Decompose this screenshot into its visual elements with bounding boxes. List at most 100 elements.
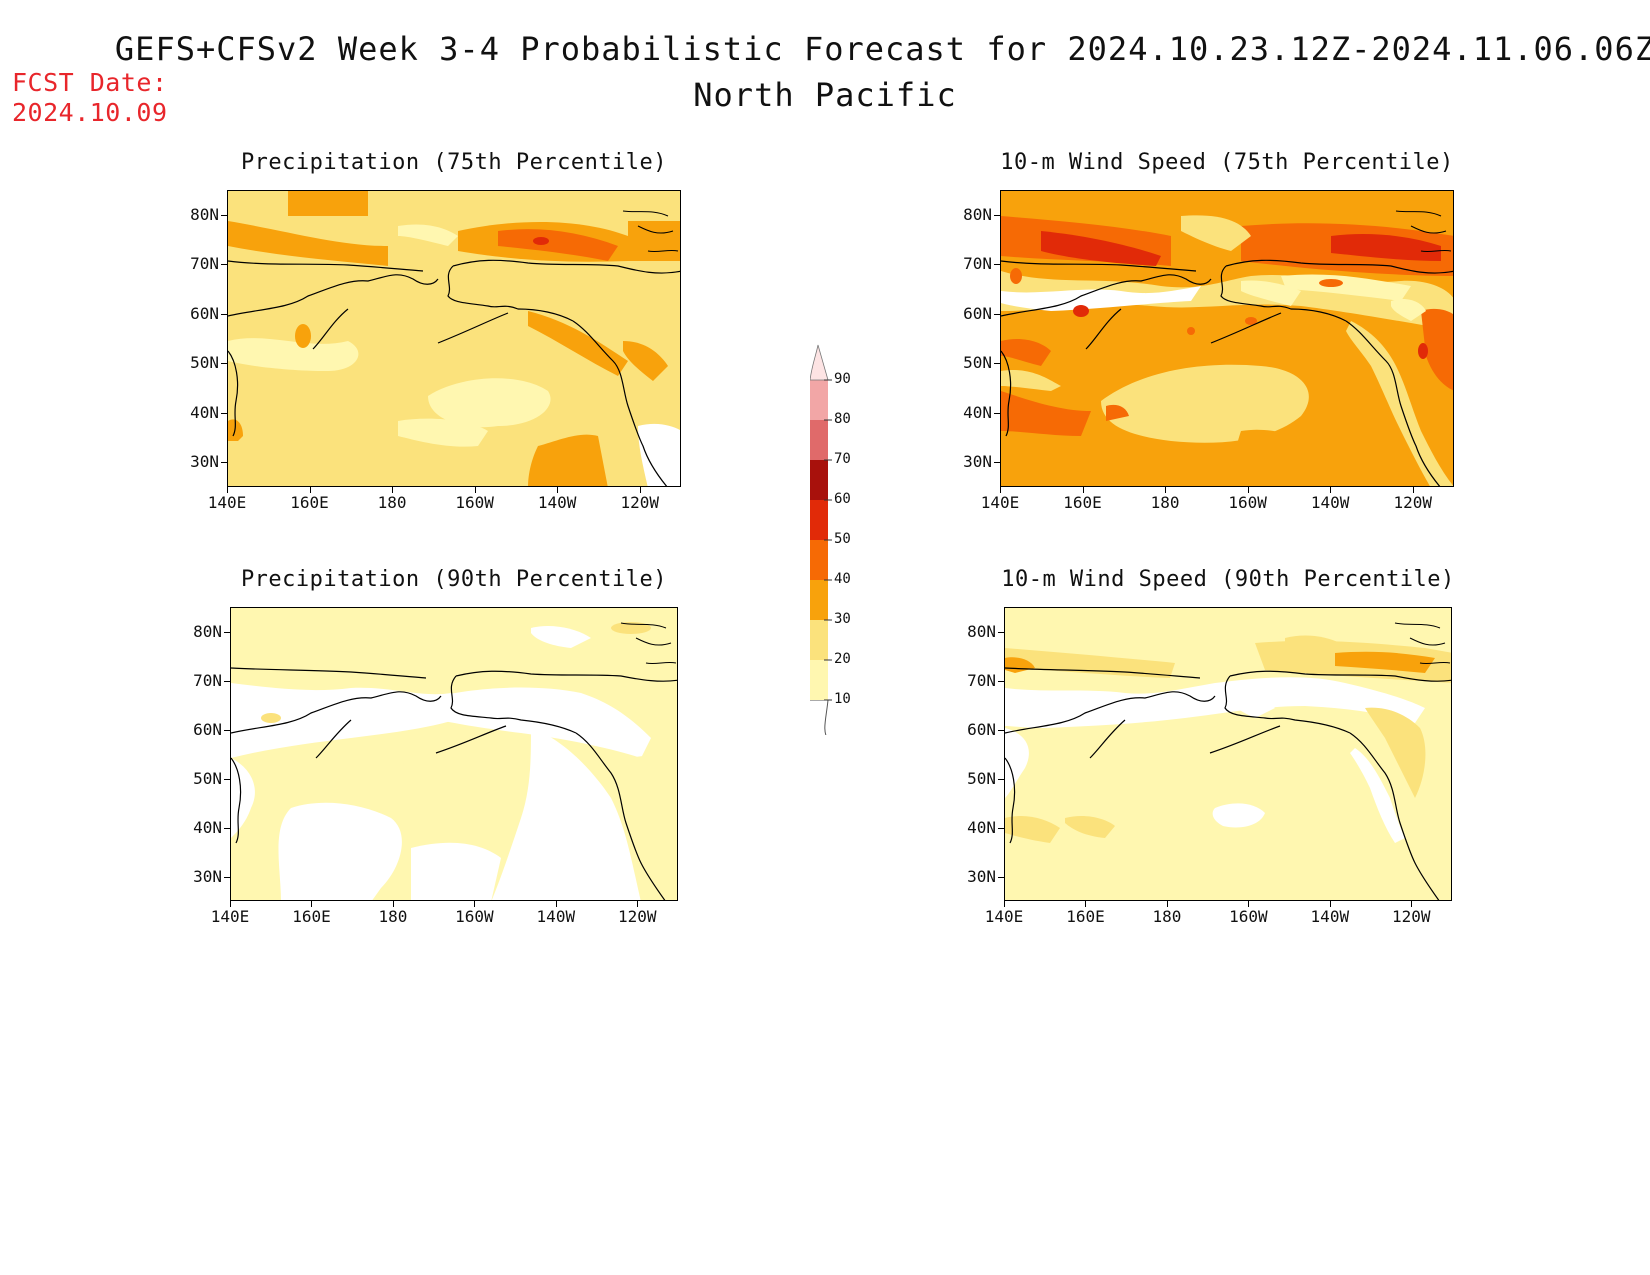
lon-tick-label: 160E <box>1063 493 1102 512</box>
lon-tick-label: 160W <box>455 907 494 926</box>
lon-tick-label: 160W <box>1229 907 1268 926</box>
lat-tick-label: 80N <box>193 621 222 641</box>
colorbar-swatch <box>810 540 828 580</box>
lat-tick <box>221 313 227 315</box>
lon-tick <box>639 487 641 493</box>
lat-tick <box>994 462 1000 464</box>
colorbar-swatch <box>810 500 828 540</box>
lat-tick-label: 80N <box>190 204 219 224</box>
colorbar <box>810 344 832 735</box>
lat-tick <box>998 876 1004 878</box>
lon-tick-label: 160W <box>1228 493 1267 512</box>
lat-tick-label: 30N <box>193 866 222 886</box>
panel-wind-speed-90th: 10-m Wind Speed (90th Percentile) <box>1001 567 1454 901</box>
lat-tick <box>224 778 230 780</box>
contour-field <box>231 608 677 900</box>
map-precipitation-75th <box>227 190 681 487</box>
lon-tick <box>557 487 559 493</box>
lat-tick-label: 80N <box>963 204 992 224</box>
lat-tick-label: 40N <box>190 402 219 422</box>
lat-tick <box>221 264 227 266</box>
lon-tick <box>1000 487 1001 493</box>
lon-tick-label: 160E <box>1066 907 1105 926</box>
panel-wind-speed-75th: 10-m Wind Speed (75th Percentile) <box>1000 150 1454 487</box>
colorbar-level-label: 70 <box>834 451 851 467</box>
lat-tick <box>221 363 227 365</box>
colorbar-swatch <box>810 380 828 420</box>
lon-tick <box>311 901 313 907</box>
forecast-date-value: 2024.10.09 <box>12 98 168 127</box>
lon-tick <box>1085 901 1087 907</box>
lon-tick-label: 180 <box>1150 493 1180 512</box>
lon-tick <box>1166 901 1168 907</box>
map-wind-speed-75th <box>1000 190 1454 487</box>
lat-tick-label: 70N <box>193 670 222 690</box>
lat-tick <box>994 313 1000 315</box>
contour-field <box>1001 191 1453 486</box>
panel-precipitation-90th: Precipitation (90th Percentile) <box>230 567 678 901</box>
lat-tick <box>224 729 230 731</box>
forecast-date-label: FCST Date: <box>12 68 168 97</box>
lon-tick <box>1411 901 1413 907</box>
lon-tick-label: 140W <box>536 907 576 926</box>
lat-tick-label: 30N <box>963 452 992 472</box>
lon-tick <box>392 901 394 907</box>
lon-tick-label: 120W <box>1393 493 1432 512</box>
lat-tick-label: 60N <box>967 719 996 739</box>
colorbar-swatch <box>810 660 828 700</box>
lon-tick-label: 140E <box>210 907 250 926</box>
lat-tick <box>221 214 227 216</box>
colorbar-swatch <box>810 580 828 620</box>
lon-tick <box>1329 901 1331 907</box>
lon-tick <box>230 901 231 907</box>
lon-tick-label: 120W <box>618 907 657 926</box>
lon-tick <box>1248 901 1250 907</box>
contour-field <box>228 191 680 486</box>
contour-field <box>1005 608 1451 900</box>
lat-tick-label: 70N <box>963 254 992 274</box>
panel-title: 10-m Wind Speed (75th Percentile) <box>1000 150 1454 175</box>
panel-title: Precipitation (90th Percentile) <box>240 567 668 592</box>
colorbar-level-label: 40 <box>834 571 851 587</box>
colorbar-level-label: 80 <box>834 411 851 427</box>
map-precipitation-90th <box>230 607 678 901</box>
lon-tick <box>1082 487 1084 493</box>
lon-tick-label: 120W <box>620 493 659 512</box>
lat-tick-label: 60N <box>193 719 222 739</box>
lat-tick <box>998 631 1004 633</box>
lon-tick <box>309 487 311 493</box>
lat-tick <box>994 412 1000 414</box>
lat-tick-label: 30N <box>967 866 996 886</box>
lat-tick-label: 50N <box>963 353 992 373</box>
lon-tick-label: 140W <box>537 493 577 512</box>
colorbar-swatch <box>810 620 828 660</box>
colorbar-level-label: 60 <box>834 491 851 507</box>
lat-tick-label: 50N <box>190 353 219 373</box>
colorbar-level-label: 10 <box>834 691 851 707</box>
lat-tick <box>994 363 1000 365</box>
panel-title: 10-m Wind Speed (90th Percentile) <box>1001 567 1455 592</box>
lon-tick-label: 180 <box>377 493 407 512</box>
lat-tick-label: 60N <box>963 303 992 323</box>
lon-tick <box>1330 487 1332 493</box>
lat-tick <box>224 680 230 682</box>
lat-tick-label: 40N <box>967 817 996 837</box>
map-wind-speed-90th <box>1004 607 1452 901</box>
panel-precipitation-75th: Precipitation (75th Percentile) <box>227 150 681 487</box>
lat-tick <box>994 264 1000 266</box>
lat-tick-label: 50N <box>967 768 996 788</box>
lon-tick <box>637 901 639 907</box>
lon-tick-label: 160W <box>455 493 494 512</box>
lon-tick <box>1004 901 1005 907</box>
colorbar-level-label: 50 <box>834 531 851 547</box>
colorbar-level-label: 90 <box>834 371 851 387</box>
colorbar-bottom-tail <box>810 699 829 735</box>
lon-tick-label: 140W <box>1310 907 1350 926</box>
lon-tick-label: 140E <box>980 493 1020 512</box>
lat-tick <box>998 778 1004 780</box>
lon-tick <box>474 487 476 493</box>
lon-tick-label: 140W <box>1310 493 1350 512</box>
lon-tick <box>1412 487 1414 493</box>
lon-tick <box>555 901 557 907</box>
